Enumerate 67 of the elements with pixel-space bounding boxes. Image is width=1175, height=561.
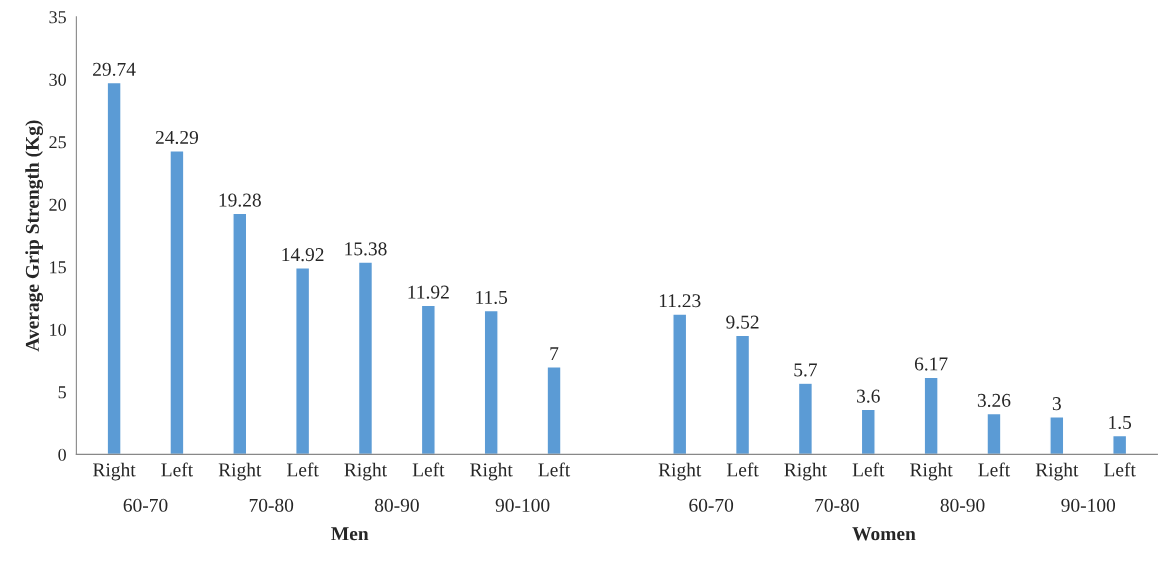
text: 90-100: [495, 498, 550, 512]
bar: [546, 366, 562, 455]
y-tick-label: 20: [49, 198, 66, 211]
text: 80-90: [940, 498, 985, 512]
text: 70-80: [249, 498, 294, 512]
x-tick-label: Right: [218, 462, 262, 481]
y-tick-label: 15: [50, 261, 66, 274]
data-label: 6.17: [914, 357, 948, 371]
data-label: 19.28: [219, 193, 261, 207]
text: 80-90: [374, 498, 419, 512]
y-tick-label: 30: [49, 73, 66, 86]
data-label: 11.23: [659, 294, 701, 308]
bar: [1049, 416, 1065, 455]
x-tick-label: Right: [658, 462, 702, 481]
data-label: 11.5: [476, 290, 508, 304]
y-axis-title: Average Grip Strength (Kg): [25, 120, 44, 352]
bar: [797, 382, 814, 455]
y-tick-label: 10: [50, 323, 66, 336]
text: 60-70: [689, 498, 734, 512]
x-tick-label: Left: [726, 462, 759, 477]
data-label: 24.29: [155, 130, 199, 145]
text: 90-100: [1061, 498, 1116, 512]
bar: [357, 261, 374, 455]
x-tick-label: Left: [161, 462, 194, 477]
x-tick-label: Left: [412, 462, 445, 477]
text: Women: [852, 527, 916, 541]
y-tick-label: 35: [49, 11, 66, 24]
data-label: 15.38: [345, 242, 387, 256]
y-tick-label: 0: [58, 448, 66, 461]
x-tick-label: Right: [344, 462, 387, 481]
text: 60-70: [123, 498, 168, 512]
y-tick-label: 25: [49, 136, 66, 149]
bar: [106, 81, 122, 455]
x-tick-label: Right: [470, 462, 513, 481]
bar: [672, 313, 688, 455]
data-label: 3: [1052, 397, 1061, 411]
x-tick-label: Left: [852, 462, 885, 477]
x-tick-label: Right: [1035, 462, 1079, 481]
y-tick-label: 5: [58, 386, 66, 399]
x-tick-label: Left: [1104, 462, 1136, 477]
x-tick-label: Right: [93, 462, 136, 481]
x-tick-label: Left: [538, 462, 571, 477]
bar: [860, 408, 876, 455]
bar: [734, 334, 751, 455]
data-label: 7: [550, 347, 559, 360]
bar: [295, 267, 311, 455]
data-label: 1.5: [1109, 415, 1132, 430]
bar: [169, 150, 185, 455]
bar: [232, 212, 248, 455]
x-tick-label: Left: [978, 462, 1011, 477]
x-tick-label: Right: [784, 462, 827, 481]
text: 70-80: [815, 498, 859, 512]
data-label: 11.92: [408, 285, 449, 299]
data-label: 3.26: [977, 393, 1011, 408]
text: Men: [331, 527, 369, 541]
x-tick-label: Right: [910, 462, 953, 481]
bar: [420, 304, 436, 455]
data-label: 5.7: [794, 363, 818, 377]
x-tick-label: Left: [287, 462, 319, 477]
data-label: 29.74: [93, 62, 136, 76]
bar: [923, 376, 939, 455]
bar: [986, 412, 1002, 455]
bar: [1112, 434, 1128, 455]
bar: [483, 309, 499, 455]
data-label: 3.6: [857, 389, 880, 403]
data-label: 9.52: [726, 315, 759, 329]
data-label: 14.92: [282, 248, 324, 262]
